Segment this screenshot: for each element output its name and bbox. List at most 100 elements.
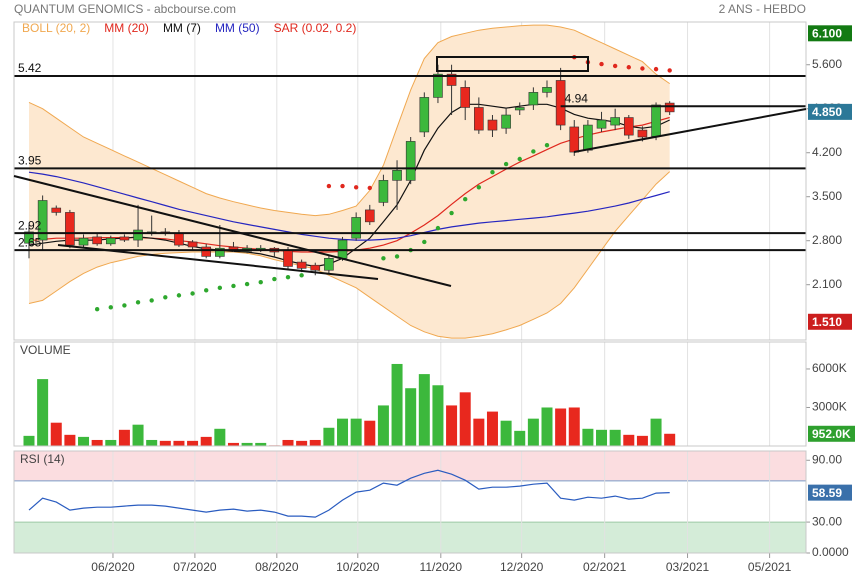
sar-dot — [176, 293, 182, 298]
volume-bar — [64, 434, 76, 446]
volume-bar — [418, 374, 430, 446]
volume-bar — [118, 429, 130, 446]
drawn-annotation — [573, 108, 807, 153]
candle-body — [296, 261, 307, 269]
panel-title: RSI (14) — [20, 452, 65, 466]
volume-bar — [664, 433, 676, 446]
candle-body — [92, 236, 102, 245]
candle-body — [664, 102, 675, 113]
volume-bar — [227, 442, 239, 446]
oversold-zone — [14, 522, 806, 553]
level-label: 4.94 — [565, 91, 589, 105]
value-marker-label: 1.510 — [812, 315, 842, 329]
y-tick-label: 6000K — [812, 361, 847, 375]
level-label: 3.95 — [18, 154, 42, 168]
moving-average — [28, 171, 670, 241]
sar-dot — [599, 61, 604, 67]
sar-dot — [353, 185, 359, 190]
y-tick-label: 90.00 — [812, 452, 842, 466]
candle-body — [310, 264, 321, 271]
y-tick-label: 2.800 — [812, 233, 842, 247]
sar-dot — [326, 183, 332, 189]
y-tick-label: 3000K — [812, 400, 847, 414]
candle-body — [528, 92, 539, 106]
volume-bar — [173, 440, 185, 446]
x-tick-label: 02/2021 — [583, 560, 627, 574]
candle-body — [215, 247, 225, 257]
sar-dot — [640, 66, 645, 71]
chart-title: QUANTUM GENOMICS - abcbourse.com — [14, 2, 236, 16]
panel-frame — [13, 21, 807, 341]
x-tick-label: 07/2020 — [173, 560, 217, 574]
sar-dot — [299, 273, 304, 278]
y-tick-label: 30.00 — [812, 514, 842, 528]
volume-bar — [78, 436, 90, 446]
legend-entry: SAR (0.02, 0.2) — [274, 21, 357, 35]
x-tick-label: 05/2021 — [748, 560, 792, 574]
volume-bar — [323, 427, 335, 446]
volume-bar — [555, 408, 567, 446]
drawn-annotation — [57, 244, 379, 280]
sar-dot — [149, 298, 154, 303]
x-tick-label: 08/2020 — [255, 560, 299, 574]
x-tick-label: 03/2021 — [666, 560, 710, 574]
volume-bar — [432, 385, 444, 446]
y-tick-label: 5.600 — [812, 57, 842, 71]
candle-body — [623, 117, 634, 136]
sar-dot — [244, 281, 250, 287]
sar-dot — [163, 295, 168, 300]
volume-bar — [609, 429, 621, 446]
y-tick-label: 2.100 — [812, 277, 842, 291]
candle-body — [433, 73, 443, 98]
volume-bar — [391, 363, 403, 446]
candle-body — [569, 126, 580, 153]
candle-body — [419, 97, 430, 133]
sar-dot — [217, 285, 223, 291]
volume-bar — [214, 428, 226, 446]
volume-bar — [650, 418, 662, 446]
sar-dot — [272, 276, 277, 282]
sar-dot — [135, 300, 141, 305]
sar-dot — [503, 161, 509, 167]
value-marker-label: 952.0K — [812, 427, 851, 441]
panel-frame — [13, 450, 807, 554]
sar-dot — [285, 274, 291, 280]
legend-entry: MM (20) — [104, 21, 149, 35]
value-marker — [808, 103, 852, 120]
volume-bar — [636, 435, 648, 446]
volume-bar — [364, 420, 376, 446]
candle-body — [201, 246, 212, 257]
value-marker-label: 4.850 — [812, 105, 842, 119]
volume-bar — [37, 379, 49, 446]
value-marker — [808, 313, 852, 330]
bollinger-upper — [28, 24, 670, 217]
volume-bar — [105, 439, 117, 446]
volume-bar — [377, 405, 389, 446]
volume-bar — [527, 418, 539, 446]
sar-dot — [531, 149, 536, 154]
volume-bar — [337, 418, 349, 446]
panel-title: VOLUME — [20, 343, 71, 357]
candle-body — [37, 200, 48, 241]
volume-bar — [255, 442, 267, 446]
candle-body — [610, 117, 620, 126]
volume-bar — [350, 418, 362, 446]
rsi-line — [28, 469, 670, 518]
value-marker — [808, 425, 855, 442]
volume-bar — [446, 405, 458, 446]
y-tick-label: 3.500 — [812, 189, 842, 203]
candle-body — [174, 232, 184, 246]
level-label: 5.42 — [18, 61, 42, 75]
sar-dot — [381, 256, 386, 261]
volume-bar — [459, 392, 471, 446]
candle-body — [460, 87, 471, 108]
candle-body — [474, 107, 484, 131]
level-label: 2.65 — [18, 235, 42, 249]
volume-bar — [500, 420, 512, 446]
candle-body — [487, 119, 498, 131]
volume-bar — [309, 439, 321, 446]
sar-dot — [422, 239, 427, 245]
volume-bar — [132, 424, 144, 446]
candle-body — [583, 124, 593, 151]
